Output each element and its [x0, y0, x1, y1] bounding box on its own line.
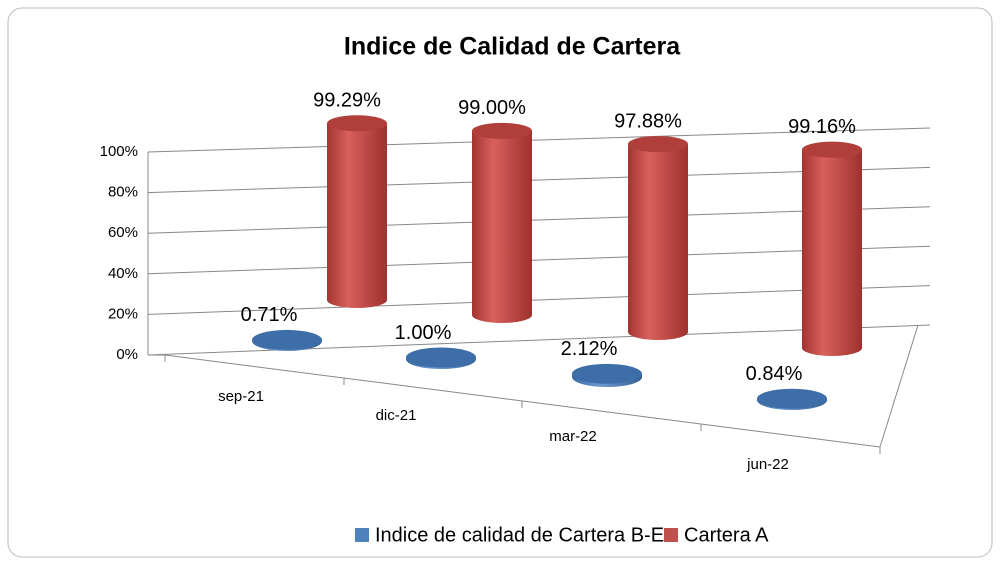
- cylinder: [472, 122, 532, 323]
- y-tick-label: 20%: [108, 305, 138, 322]
- cylinder-body: [802, 149, 862, 356]
- cylinder-top: [572, 363, 642, 384]
- data-label: 0.84%: [746, 363, 803, 385]
- cylinder-body: [327, 123, 387, 309]
- cylinder: [252, 329, 322, 351]
- chart-title: Indice de Calidad de Cartera: [344, 33, 681, 61]
- grid-line: [147, 206, 931, 234]
- grid-line: [147, 166, 931, 194]
- x-tick-label: mar-22: [549, 428, 597, 445]
- y-tick-label: 40%: [108, 265, 138, 282]
- legend-swatch: [355, 528, 369, 542]
- cylinder: [406, 347, 476, 369]
- x-tick-label: sep-21: [218, 388, 264, 405]
- cylinder-top: [757, 388, 827, 409]
- data-label: 2.12%: [561, 338, 618, 360]
- cylinder-top: [406, 347, 476, 368]
- y-tick-label: 0%: [116, 346, 138, 363]
- x-tick-label: jun-22: [746, 456, 789, 473]
- cylinder: [572, 363, 642, 387]
- grid-line: [147, 127, 931, 153]
- data-label: 99.29%: [313, 90, 381, 112]
- cylinder-top: [802, 141, 862, 158]
- cylinder: [757, 388, 827, 410]
- legend-swatch: [664, 528, 678, 542]
- y-tick-label: 60%: [108, 224, 138, 241]
- cylinder-body: [472, 130, 532, 323]
- cylinder-top: [327, 115, 387, 132]
- data-label: 97.88%: [614, 110, 682, 132]
- cylinder: [327, 115, 387, 309]
- data-label: 99.00%: [458, 97, 526, 119]
- data-label: 1.00%: [395, 322, 452, 344]
- cylinder-body: [628, 144, 688, 340]
- grid-line: [147, 285, 931, 315]
- y-tick-label: 80%: [108, 184, 138, 201]
- x-tick-label: dic-21: [376, 407, 417, 424]
- cylinder-top: [472, 122, 532, 139]
- floor-side: [879, 324, 919, 448]
- legend-label: Indice de calidad de Cartera B-E: [375, 524, 664, 546]
- legend-label: Cartera A: [684, 524, 769, 546]
- cylinder: [802, 141, 862, 356]
- data-label: 0.71%: [241, 304, 298, 326]
- data-label: 99.16%: [788, 116, 856, 138]
- cylinder: [628, 136, 688, 340]
- cylinder-top: [628, 136, 688, 153]
- grid-line: [147, 245, 931, 275]
- cylinder-top: [252, 329, 322, 350]
- y-tick-label: 100%: [100, 143, 138, 160]
